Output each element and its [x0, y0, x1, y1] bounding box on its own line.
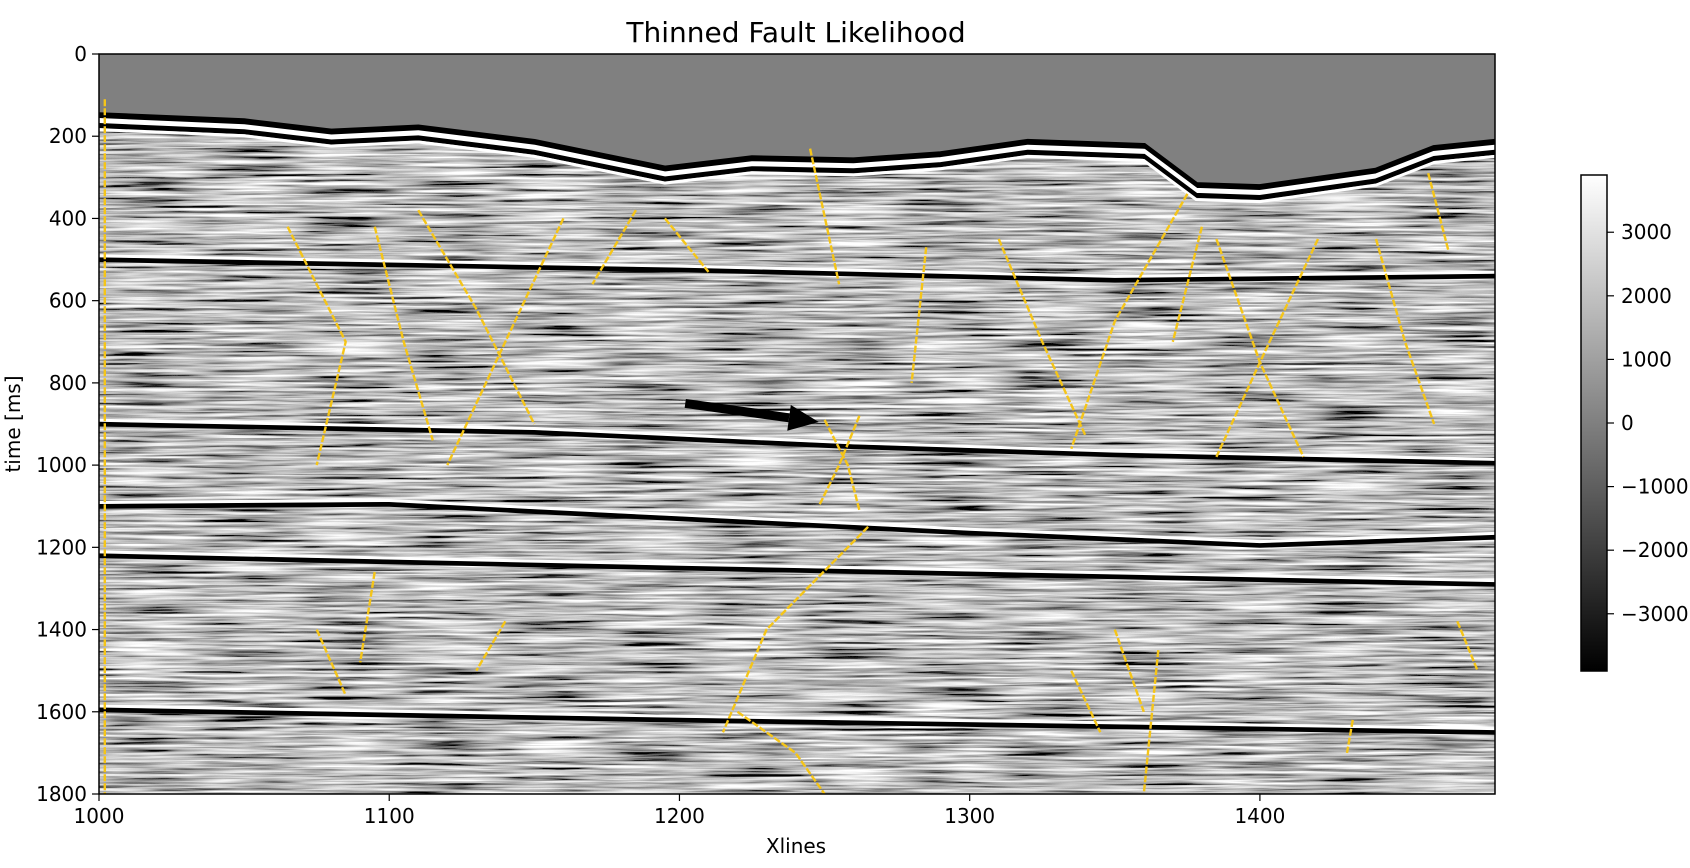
- horizon-bright-1: [99, 418, 1495, 461]
- horizon-dark-1: [99, 421, 1495, 466]
- fault-trace-15: [1171, 226, 1204, 343]
- y-tick-label: 200: [49, 124, 87, 148]
- horizon-dark-2: [99, 501, 1495, 548]
- x-axis-label: Xlines: [766, 834, 826, 858]
- fault-trace-24: [1142, 649, 1160, 794]
- fault-trace-14: [1070, 193, 1189, 450]
- fault-trace-11: [736, 710, 826, 794]
- colorbar-ticks: 3000 2000 1000 0 −1000 −2000 −3000: [1607, 220, 1689, 626]
- annotation-arrow: [684, 398, 819, 431]
- fault-trace-10: [721, 525, 869, 733]
- fault-trace-22: [475, 620, 507, 672]
- y-tick-label: 0: [74, 42, 87, 66]
- fault-trace-19: [1427, 172, 1450, 252]
- colorbar-tick-label: 1000: [1621, 347, 1672, 371]
- fault-trace-5: [591, 209, 637, 285]
- horizon-dark-3: [99, 553, 1495, 587]
- fault-trace-12: [910, 247, 928, 384]
- x-axis: 1000 1100 1200 1300 1400: [74, 794, 1285, 828]
- y-axis: 0 200 400 600 800 1000 1200 1400 1600 1800: [36, 42, 99, 806]
- fault-trace-7: [808, 148, 841, 285]
- y-tick-label: 800: [49, 371, 87, 395]
- horizon-dark-0: [99, 257, 1495, 283]
- seafloor-band-1: [99, 118, 1495, 197]
- x-tick-label: 1200: [654, 804, 705, 828]
- arrow-shaft: [684, 398, 790, 423]
- colorbar-tick-label: 0: [1621, 411, 1634, 435]
- y-tick-label: 600: [49, 289, 87, 313]
- y-tick-label: 1000: [36, 453, 87, 477]
- seafloor-band-2: [99, 123, 1495, 201]
- fault-trace-13: [997, 238, 1087, 437]
- fault-trace-17: [1215, 238, 1320, 458]
- seafloor-band-3: [99, 128, 1495, 204]
- fault-trace-21: [315, 629, 347, 696]
- chart-title: Thinned Fault Likelihood: [625, 16, 965, 49]
- colorbar-tick-label: 3000: [1621, 220, 1672, 244]
- colorbar-gradient: [1580, 174, 1608, 672]
- colorbar-tick-label: 2000: [1621, 284, 1672, 308]
- fault-overlay: [103, 99, 1479, 794]
- seafloor-band-0: [99, 112, 1495, 192]
- fault-trace-27: [1345, 719, 1354, 754]
- water-column: [99, 54, 1495, 188]
- y-axis-label: time [ms]: [1, 375, 25, 472]
- fault-trace-23: [1113, 629, 1145, 713]
- x-tick-label: 1400: [1234, 804, 1285, 828]
- fault-trace-6: [663, 217, 710, 273]
- fault-trace-20: [359, 571, 376, 663]
- fault-trace-25: [1070, 670, 1102, 733]
- horizon-bright-0: [99, 254, 1495, 278]
- colorbar-tick-label: −3000: [1621, 602, 1689, 626]
- plot-frame: [98, 53, 1496, 795]
- y-tick-label: 1400: [36, 618, 87, 642]
- seismic-image: [99, 54, 1495, 794]
- colorbar: 3000 2000 1000 0 −1000 −2000 −3000: [1580, 174, 1689, 672]
- fault-trace-2: [373, 226, 434, 441]
- arrow-head: [787, 404, 819, 431]
- seismic-horizons: [99, 254, 1495, 735]
- horizon-dark-4: [99, 707, 1495, 735]
- fault-trace-9: [817, 415, 861, 507]
- x-tick-label: 1100: [364, 804, 415, 828]
- horizon-bright-3: [99, 550, 1495, 583]
- y-tick-label: 1800: [36, 782, 87, 806]
- horizon-bright-2: [99, 498, 1495, 544]
- x-tick-label: 1300: [944, 804, 995, 828]
- colorbar-tick-label: −1000: [1621, 475, 1689, 499]
- horizon-bright-4: [99, 704, 1495, 731]
- fault-trace-3: [417, 209, 536, 425]
- fault-trace-18: [1374, 238, 1436, 425]
- seafloor-reflector: [99, 112, 1495, 204]
- fault-trace-8: [823, 419, 861, 511]
- x-tick-label: 1000: [74, 804, 125, 828]
- colorbar-tick-label: −2000: [1621, 538, 1689, 562]
- y-tick-label: 400: [49, 206, 87, 230]
- fault-trace-1: [286, 226, 347, 466]
- y-tick-label: 1200: [36, 535, 87, 559]
- fault-trace-4: [446, 217, 565, 466]
- y-tick-label: 1600: [36, 700, 87, 724]
